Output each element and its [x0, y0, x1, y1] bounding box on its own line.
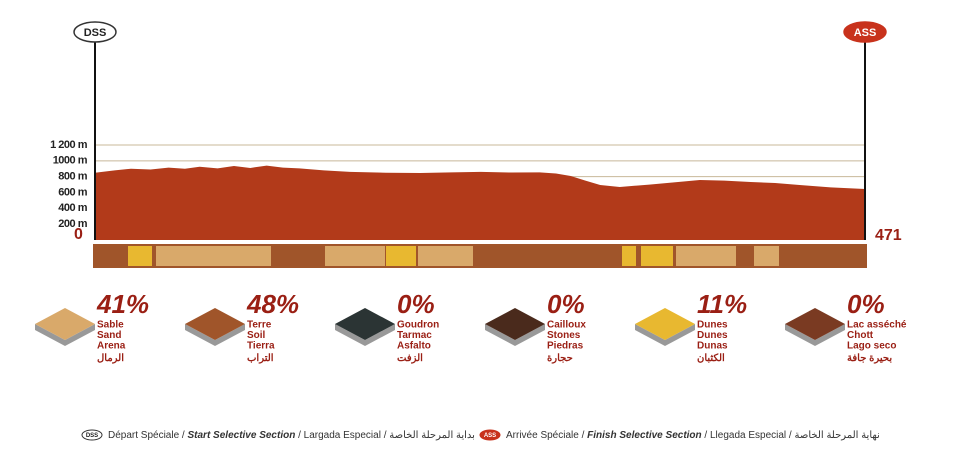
footer-part: Finish Selective Section [587, 430, 701, 441]
y-tick-label: 600 m [58, 186, 87, 198]
y-tick-label: 200 m [58, 218, 87, 230]
surface-tile [185, 308, 245, 340]
surface-name: Piedras [547, 341, 584, 352]
y-tick-label: 800 m [58, 171, 87, 183]
surface-name: Dunes [697, 330, 728, 341]
y-tick-label: 400 m [58, 202, 87, 214]
surface-tile-side [785, 324, 845, 346]
y-tick-label: 1000 m [53, 155, 88, 167]
surface-name: Tierra [247, 341, 275, 352]
footer-part: / Largada Especial / [295, 430, 389, 441]
elevation-area [95, 165, 865, 240]
terrain-band [156, 246, 271, 266]
surface-name: بحيرة جافة [847, 353, 892, 364]
surface-name: Tarmac [397, 330, 432, 341]
surface-name: الرمال [97, 353, 124, 364]
surface-name: حجارة [547, 353, 573, 364]
terrain-band [386, 246, 416, 266]
surface-name: Chott [847, 330, 874, 341]
footer-part: / Llegada Especial / [702, 430, 795, 441]
surface-name: Lago seco [847, 341, 896, 352]
surface-name: Sable [97, 320, 124, 331]
footer-text: Arrivée Spéciale / Finish Selective Sect… [506, 430, 880, 441]
marker-label: DSS [84, 27, 107, 39]
surface-tile [35, 308, 95, 340]
surface-name: Sand [97, 330, 121, 341]
surface-name: Dunas [697, 341, 728, 352]
surface-tile-side [35, 324, 95, 346]
surface-name: Stones [547, 330, 581, 341]
terrain-band [622, 246, 636, 266]
surface-name: الكثبان [697, 353, 725, 364]
terrain-band [128, 246, 152, 266]
surface-tile-side [635, 324, 695, 346]
surface-percent: 48% [246, 289, 299, 319]
marker-badge [73, 21, 117, 43]
footer-badge [479, 429, 501, 441]
footer-badge [81, 429, 103, 441]
footer-part: Start Selective Section [188, 430, 296, 441]
surface-name: Goudron [397, 320, 439, 331]
surface-name: Asfalto [397, 341, 431, 352]
surface-name: Soil [247, 330, 266, 341]
surface-name: Cailloux [547, 320, 586, 331]
footer-part: بداية المرحلة الخاصة [389, 430, 475, 441]
surface-name: الزفت [397, 353, 423, 364]
surface-percent: 0% [547, 289, 585, 319]
surface-tile [785, 308, 845, 340]
terrain-band [418, 246, 473, 266]
surface-tile-side [335, 324, 395, 346]
terrain-band [641, 246, 673, 266]
terrain-strip [93, 244, 867, 268]
footer-badge-label: DSS [86, 433, 98, 439]
footer-part: Arrivée Spéciale / [506, 430, 587, 441]
terrain-band [325, 246, 385, 266]
surface-name: Lac asséché [847, 320, 907, 331]
marker-label: ASS [854, 27, 877, 39]
footer-text: Départ Spéciale / Start Selective Sectio… [108, 430, 475, 441]
surface-percent: 0% [397, 289, 435, 319]
surface-tile-side [485, 324, 545, 346]
surface-percent: 41% [96, 289, 149, 319]
x-tick-label: 471 [875, 227, 902, 244]
x-tick-label: 0 [74, 226, 83, 243]
surface-name: التراب [247, 353, 274, 364]
footer-part: نهاية المرحلة الخاصة [794, 430, 879, 441]
surface-name: Arena [97, 341, 126, 352]
surface-percent: 0% [847, 289, 885, 319]
marker-badge [843, 21, 887, 43]
footer-part: Départ Spéciale / [108, 430, 188, 441]
surface-tile [485, 308, 545, 340]
terrain-band [676, 246, 736, 266]
surface-name: Terre [247, 320, 272, 331]
terrain-band [754, 246, 779, 266]
footer-badge-label: ASS [484, 433, 496, 439]
surface-name: Dunes [697, 320, 728, 331]
surface-tile [335, 308, 395, 340]
y-tick-label: 1 200 m [50, 139, 88, 151]
surface-tile-side [185, 324, 245, 346]
surface-tile [635, 308, 695, 340]
surface-percent: 11% [697, 289, 747, 319]
